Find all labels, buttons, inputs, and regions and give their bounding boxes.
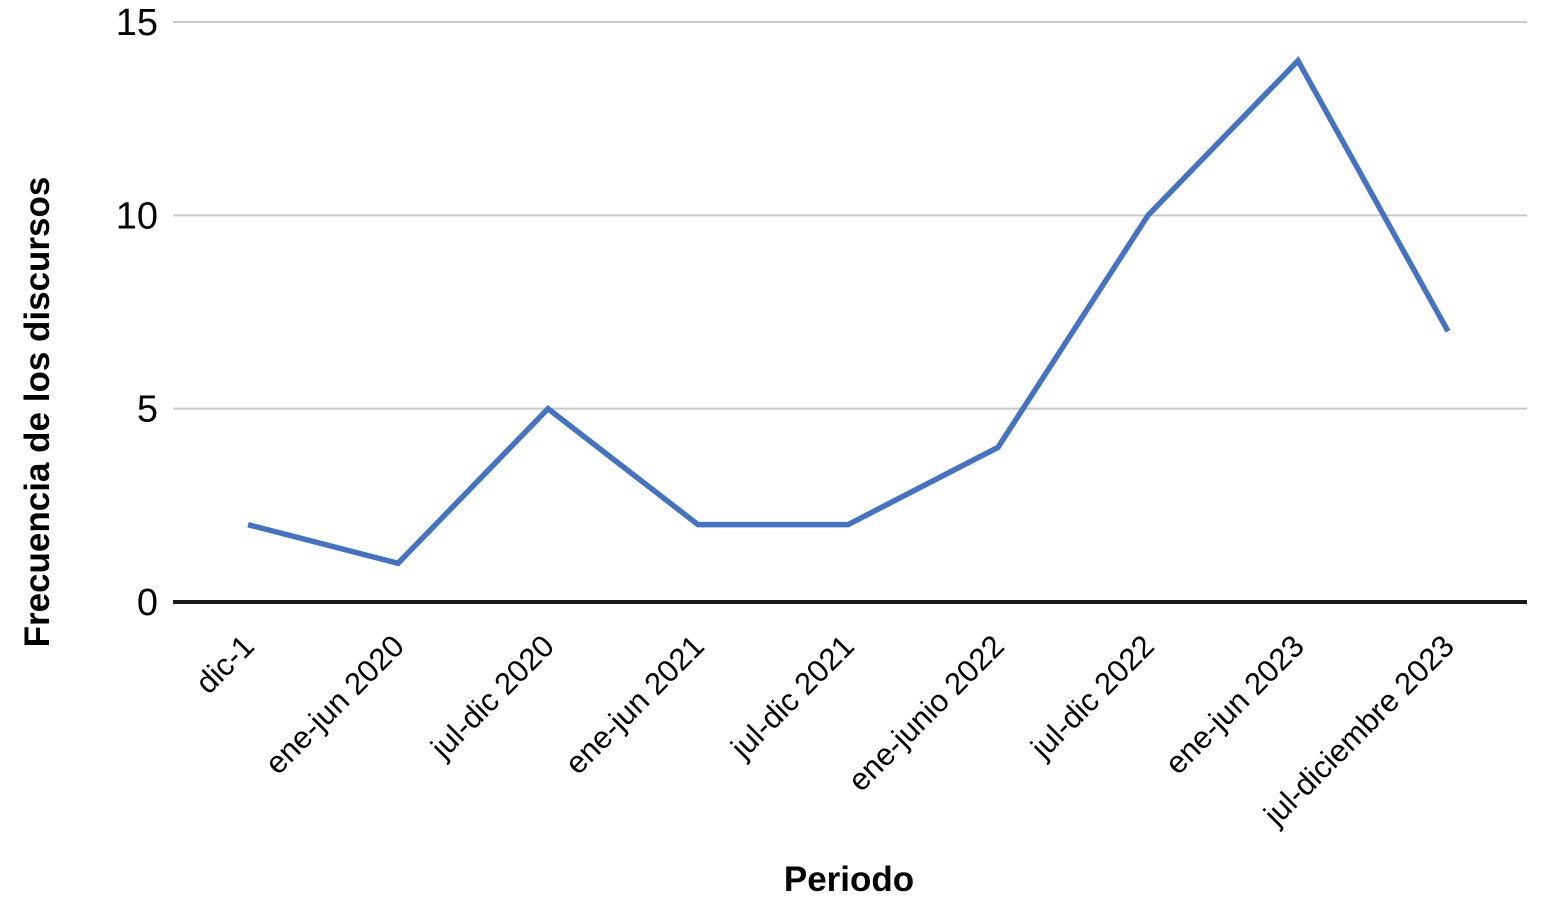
y-tick-label-5: 5 xyxy=(137,389,158,431)
x-category-label: ene-jun 2023 xyxy=(1158,628,1311,781)
x-category-label: jul-dic 2021 xyxy=(723,628,861,766)
y-tick-labels: 0 5 10 15 xyxy=(116,2,158,624)
y-axis-title: Frecuencia de los discursos xyxy=(18,177,57,648)
x-category-label: dic-1 xyxy=(189,628,261,700)
x-category-label: ene-jun 2020 xyxy=(258,628,411,781)
x-category-label: jul-dic 2022 xyxy=(1023,628,1161,766)
y-tick-label-10: 10 xyxy=(116,195,158,237)
series-line xyxy=(247,56,1451,567)
y-tick-label-0: 0 xyxy=(137,582,158,624)
x-axis-title: Periodo xyxy=(784,860,914,899)
y-tick-label-15: 15 xyxy=(116,2,158,44)
series-line-group xyxy=(247,56,1451,567)
x-category-label: ene-jun 2021 xyxy=(558,628,711,781)
x-category-label: ene-junio 2022 xyxy=(841,628,1011,798)
x-category-label: jul-dic 2020 xyxy=(423,628,561,766)
gridlines xyxy=(173,21,1527,410)
